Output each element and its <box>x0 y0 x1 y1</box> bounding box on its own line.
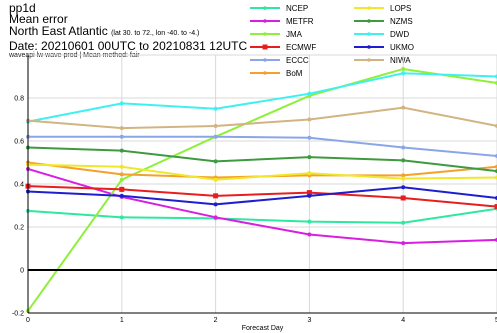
series-line <box>27 106 497 130</box>
data-point <box>307 219 312 224</box>
legend-marker <box>262 44 268 50</box>
y-tick-label: 0.2 <box>14 225 24 232</box>
legend-marker <box>263 71 267 75</box>
data-point <box>401 66 406 71</box>
region-name: North East Atlantic <box>9 24 108 38</box>
data-point <box>119 164 124 169</box>
series-line <box>27 207 497 224</box>
legend-label: METFR <box>286 17 314 26</box>
y-tick-label: 0.4 <box>14 182 24 189</box>
data-point <box>307 91 312 96</box>
legend-label: NZMS <box>390 17 413 26</box>
data-point <box>307 171 312 176</box>
region-bounds: (lat 30. to 72., lon -40. to -4.) <box>111 30 200 37</box>
data-point <box>307 135 312 140</box>
region-label: North East Atlantic (lat 30. to 72., lon… <box>9 25 259 40</box>
series-line <box>27 161 497 179</box>
legend-marker <box>263 19 267 23</box>
y-tick-label: 0.8 <box>14 96 24 103</box>
data-point <box>119 126 124 131</box>
legend-marker <box>263 58 267 62</box>
data-point <box>119 177 124 182</box>
x-tick-label: 3 <box>307 317 311 324</box>
data-point <box>400 195 406 201</box>
series-line <box>27 67 497 312</box>
data-point <box>213 215 218 220</box>
data-point <box>119 172 124 177</box>
x-tick-label: 4 <box>401 317 405 324</box>
data-point <box>307 232 312 237</box>
data-point <box>401 173 406 178</box>
legend-label: ECMWF <box>286 43 316 52</box>
legend-label: BoM <box>286 69 303 78</box>
data-point <box>307 155 312 160</box>
legend-label: ECCC <box>286 56 309 65</box>
data-point <box>119 101 124 106</box>
y-tick-label: -0.2 <box>12 311 24 318</box>
statistic-label: Mean error <box>9 12 68 26</box>
data-point <box>119 186 125 192</box>
data-point <box>213 123 218 128</box>
series-line <box>27 72 497 123</box>
series-layer <box>25 66 497 313</box>
date-range-label: Date: 20210601 00UTC to 20210831 12UTC <box>9 39 248 53</box>
series-line <box>27 186 497 206</box>
y-tick-label: 0.6 <box>14 139 24 146</box>
legend-marker <box>367 6 371 10</box>
data-point <box>307 193 312 198</box>
series-line <box>27 146 497 173</box>
data-point <box>401 241 406 246</box>
data-point <box>307 117 312 122</box>
legend: NCEP METFR JMA ECMWF ECCC BoM LOPS NZMS DWD UKMO N… <box>250 4 414 78</box>
y-tick-label: 0 <box>20 268 24 275</box>
data-point <box>401 220 406 225</box>
data-point <box>401 158 406 163</box>
x-tick-label: 1 <box>120 317 124 324</box>
data-point <box>401 71 406 76</box>
series-line <box>27 167 497 245</box>
data-point <box>401 176 406 181</box>
legend-marker <box>367 45 371 49</box>
data-point <box>213 159 218 164</box>
grid <box>27 54 497 314</box>
legend-marker <box>367 19 371 23</box>
series-line <box>28 135 497 158</box>
legend-label: JMA <box>286 30 303 39</box>
legend-marker <box>263 6 267 10</box>
legend-marker <box>367 58 371 62</box>
data-point <box>119 215 124 220</box>
data-point <box>306 190 312 196</box>
data-point <box>213 106 218 111</box>
legend-label: UKMO <box>390 43 414 52</box>
parameter-label: pp1d <box>9 1 36 15</box>
data-point <box>213 134 218 139</box>
legend-label: DWD <box>390 30 409 39</box>
data-point <box>213 177 218 182</box>
data-point <box>401 105 406 110</box>
data-point <box>494 204 497 210</box>
x-tick-label: 5 <box>495 317 497 324</box>
x-tick-label: 2 <box>214 317 218 324</box>
legend-label: NIWA <box>390 56 411 65</box>
data-point <box>119 148 124 153</box>
legend-label: LOPS <box>390 4 411 13</box>
series-line <box>27 185 497 208</box>
legend-marker <box>263 32 267 36</box>
data-point <box>401 145 406 150</box>
legend-marker <box>367 32 371 36</box>
data-point <box>213 202 218 207</box>
data-point <box>401 185 406 190</box>
x-tick-label: 0 <box>26 317 30 324</box>
series-line <box>27 163 497 181</box>
x-axis-label: Forecast Day <box>242 325 284 332</box>
data-point <box>119 193 124 198</box>
data-point <box>213 193 219 199</box>
legend-label: NCEP <box>286 4 308 13</box>
data-point <box>119 134 124 139</box>
